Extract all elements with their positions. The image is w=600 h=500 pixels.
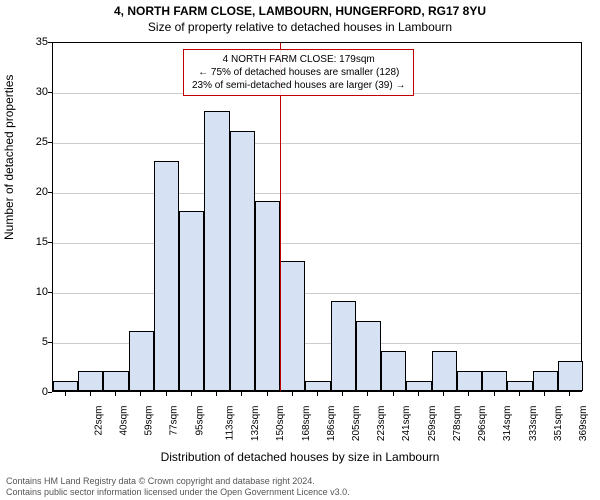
bar <box>381 351 406 391</box>
bar <box>255 201 280 391</box>
bar <box>53 381 78 391</box>
x-tick-label: 296sqm <box>477 406 488 442</box>
bar <box>356 321 381 391</box>
x-tick-label: 186sqm <box>326 406 337 442</box>
x-tick-mark <box>241 392 242 396</box>
bar <box>457 371 482 391</box>
bar <box>103 371 128 391</box>
bar <box>280 261 305 391</box>
bar <box>482 371 507 391</box>
bar <box>154 161 179 391</box>
x-tick-label: 351sqm <box>553 406 564 442</box>
bar <box>533 371 558 391</box>
x-tick-mark <box>544 392 545 396</box>
bar <box>129 331 154 391</box>
x-tick-mark <box>342 392 343 396</box>
x-tick-label: 333sqm <box>528 406 539 442</box>
info-box-line3: 23% of semi-detached houses are larger (… <box>192 79 405 92</box>
y-tick-label: 25 <box>8 136 48 148</box>
x-tick-label: 223sqm <box>376 406 387 442</box>
x-tick-mark <box>166 392 167 396</box>
x-tick-mark <box>115 392 116 396</box>
footer-line1: Contains HM Land Registry data © Crown c… <box>6 476 594 487</box>
x-tick-label: 241sqm <box>402 406 413 442</box>
bar <box>78 371 103 391</box>
x-tick-label: 132sqm <box>250 406 261 442</box>
x-tick-mark <box>367 392 368 396</box>
y-tick-label: 0 <box>8 386 48 398</box>
chart-title: 4, NORTH FARM CLOSE, LAMBOURN, HUNGERFOR… <box>0 4 600 18</box>
x-tick-mark <box>90 392 91 396</box>
x-tick-mark <box>418 392 419 396</box>
x-tick-label: 168sqm <box>301 406 312 442</box>
bar <box>230 131 255 391</box>
plot-area: 4 NORTH FARM CLOSE: 179sqm ← 75% of deta… <box>52 42 582 392</box>
y-tick-label: 5 <box>8 336 48 348</box>
y-tick-label: 15 <box>8 236 48 248</box>
y-tick-label: 30 <box>8 86 48 98</box>
x-tick-mark <box>569 392 570 396</box>
x-tick-label: 150sqm <box>275 406 286 442</box>
chart-subtitle: Size of property relative to detached ho… <box>0 20 600 34</box>
x-tick-label: 278sqm <box>452 406 463 442</box>
x-tick-mark <box>519 392 520 396</box>
bar <box>507 381 532 391</box>
x-tick-mark <box>191 392 192 396</box>
x-tick-label: 77sqm <box>169 406 180 436</box>
info-box-line2: ← 75% of detached houses are smaller (12… <box>192 66 405 79</box>
y-tick-mark <box>48 392 52 393</box>
bar <box>204 111 229 391</box>
x-tick-label: 113sqm <box>224 406 235 441</box>
bar <box>558 361 583 391</box>
x-tick-label: 205sqm <box>351 406 362 442</box>
x-tick-label: 314sqm <box>503 406 514 442</box>
x-tick-label: 40sqm <box>118 406 129 436</box>
x-tick-mark <box>468 392 469 396</box>
x-tick-label: 259sqm <box>427 406 438 442</box>
footer-line2: Contains public sector information licen… <box>6 487 594 498</box>
x-tick-mark <box>317 392 318 396</box>
bar <box>331 301 356 391</box>
x-tick-mark <box>267 392 268 396</box>
bar <box>179 211 204 391</box>
bar <box>432 351 457 391</box>
y-tick-label: 35 <box>8 36 48 48</box>
chart-container: 4, NORTH FARM CLOSE, LAMBOURN, HUNGERFOR… <box>0 0 600 500</box>
x-tick-mark <box>65 392 66 396</box>
x-tick-label: 22sqm <box>93 406 104 436</box>
x-tick-mark <box>292 392 293 396</box>
bar <box>406 381 431 391</box>
footer: Contains HM Land Registry data © Crown c… <box>6 476 594 499</box>
y-tick-label: 10 <box>8 286 48 298</box>
x-tick-mark <box>494 392 495 396</box>
x-tick-mark <box>140 392 141 396</box>
x-tick-label: 59sqm <box>144 406 155 436</box>
info-box: 4 NORTH FARM CLOSE: 179sqm ← 75% of deta… <box>183 49 414 96</box>
y-tick-label: 20 <box>8 186 48 198</box>
x-axis-label: Distribution of detached houses by size … <box>0 450 600 464</box>
x-tick-mark <box>216 392 217 396</box>
info-box-line1: 4 NORTH FARM CLOSE: 179sqm <box>192 53 405 66</box>
bar <box>305 381 330 391</box>
x-tick-mark <box>443 392 444 396</box>
x-tick-mark <box>393 392 394 396</box>
x-tick-label: 95sqm <box>194 406 205 436</box>
y-axis-label: Number of detached properties <box>2 75 16 240</box>
x-tick-label: 369sqm <box>578 406 589 442</box>
